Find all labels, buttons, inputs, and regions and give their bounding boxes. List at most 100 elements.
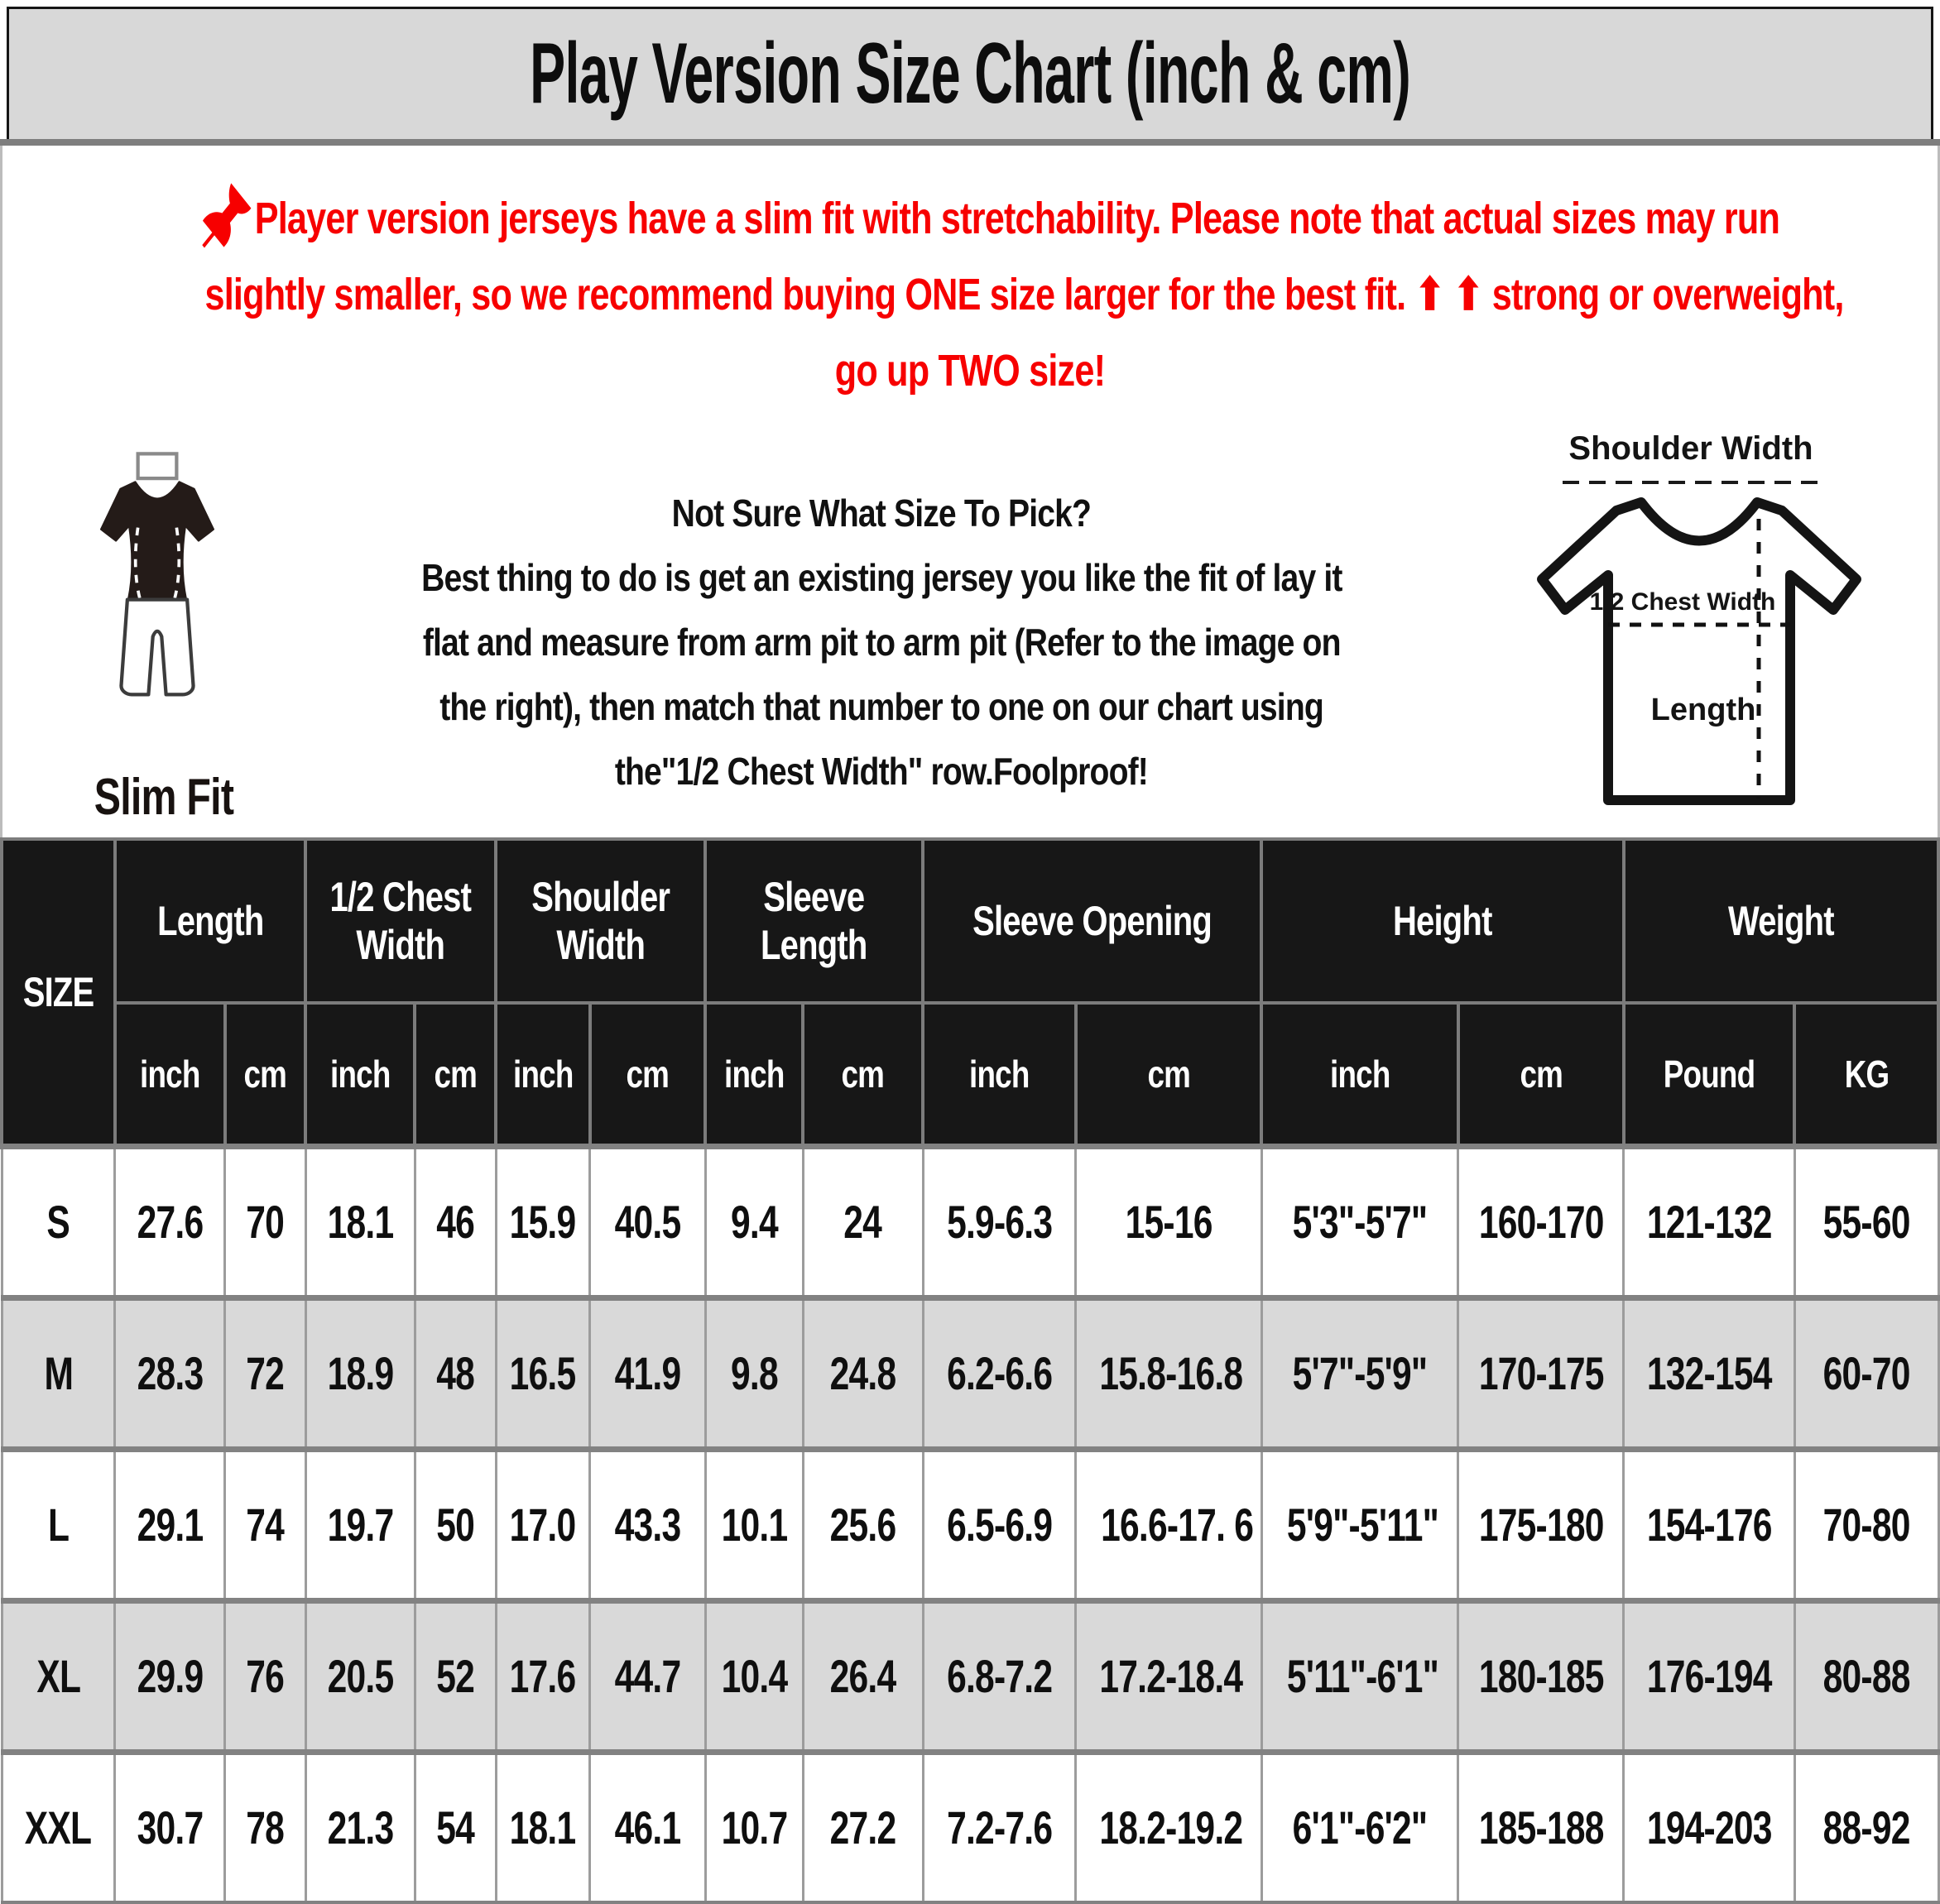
unit-header: cm — [1456, 1001, 1625, 1148]
group-header-sleeve-opening: Sleeve Opening — [921, 837, 1264, 1005]
value-cell: 27.6 — [113, 1143, 227, 1301]
value-cell: 5'7"-5'9" — [1260, 1294, 1460, 1452]
right-page-edge — [1938, 146, 1940, 837]
value-cell: 60-70 — [1793, 1294, 1940, 1452]
unit-header: cm — [413, 1001, 497, 1148]
value-cell: 175-180 — [1457, 1446, 1625, 1604]
group-header-length: Length — [113, 837, 308, 1005]
value-cell: 19.7 — [304, 1446, 416, 1604]
value-cell: 25.6 — [801, 1446, 924, 1604]
value-cell: 24.8 — [801, 1294, 924, 1452]
value-cell: 24 — [801, 1143, 924, 1301]
table-row: L 29.1 74 19.7 50 17.0 43.3 10.1 25.6 6.5-6.9 16.6… — [0, 1446, 1940, 1604]
value-cell: 16.6-17. 6 — [1074, 1446, 1263, 1604]
value-cell: 46 — [413, 1143, 497, 1301]
value-cell: 40.5 — [588, 1143, 707, 1301]
page-title: Play Version Size Chart (inch & cm) — [529, 26, 1411, 122]
unit-header: KG — [1793, 1001, 1940, 1148]
guide-line: flat and measure from arm pit to arm pit… — [422, 621, 1342, 664]
slim-fit-figure-icon — [99, 452, 215, 697]
value-cell: 76 — [223, 1597, 307, 1755]
value-cell: 29.9 — [113, 1597, 227, 1755]
notice-line-2: slightly smaller, so we recommend buying… — [0, 257, 1940, 333]
shoulder-width-label: Shoulder Width — [1568, 430, 1813, 467]
value-cell: 180-185 — [1457, 1597, 1625, 1755]
value-cell: 88-92 — [1793, 1748, 1940, 1904]
value-cell: 41.9 — [588, 1294, 707, 1452]
value-cell: 43.3 — [588, 1446, 707, 1604]
guide-heading: Not Sure What Size To Pick? — [671, 492, 1092, 535]
value-cell: 70-80 — [1793, 1446, 1940, 1604]
slim-fit-block: Slim Fit — [74, 448, 240, 827]
group-header-sleeve-length: Sleeve Length — [703, 837, 925, 1005]
value-cell: 17.2-18.4 — [1074, 1597, 1263, 1755]
value-cell: 28.3 — [113, 1294, 227, 1452]
unit-header: cm — [588, 1001, 708, 1148]
table-row: XL 29.9 76 20.5 52 17.6 44.7 10.4 26.4 6.8-7.2 17.… — [0, 1597, 1940, 1755]
value-cell: 170-175 — [1457, 1294, 1625, 1452]
notice-line-1: Player version jerseys have a slim fit w… — [0, 180, 1940, 257]
value-cell: 29.1 — [113, 1446, 227, 1604]
length-label: Length — [1651, 693, 1756, 727]
size-cell: S — [0, 1143, 117, 1301]
value-cell: 15.8-16.8 — [1074, 1294, 1263, 1452]
unit-header: inch — [921, 1001, 1078, 1148]
value-cell: 18.2-19.2 — [1074, 1748, 1263, 1904]
table-row: M 28.3 72 18.9 48 16.5 41.9 9.8 24.8 6.2-6.6 15.8-… — [0, 1294, 1940, 1452]
half-chest-label: 1/2 Chest Width — [1590, 588, 1776, 616]
notice-text-1: Player version jerseys have a slim fit w… — [254, 194, 1780, 243]
value-cell: 55-60 — [1793, 1143, 1940, 1301]
value-cell: 9.4 — [703, 1143, 804, 1301]
value-cell: 10.4 — [703, 1597, 804, 1755]
value-cell: 9.8 — [703, 1294, 804, 1452]
tshirt-outline — [1537, 497, 1861, 805]
value-cell: 132-154 — [1622, 1294, 1796, 1452]
value-cell: 46.1 — [588, 1748, 707, 1904]
size-table-section: SIZE Length 1/2 Chest Width Shoulder Wid… — [0, 837, 1940, 1904]
value-cell: 18.9 — [304, 1294, 416, 1452]
value-cell: 52 — [413, 1597, 497, 1755]
value-cell: 6.8-7.2 — [921, 1597, 1078, 1755]
unit-header: inch — [703, 1001, 805, 1148]
unit-header: cm — [801, 1001, 925, 1148]
value-cell: 72 — [223, 1294, 307, 1452]
value-cell: 74 — [223, 1446, 307, 1604]
value-cell: 176-194 — [1622, 1597, 1796, 1755]
value-cell: 16.5 — [494, 1294, 592, 1452]
title-bar: Play Version Size Chart (inch & cm) — [7, 7, 1933, 139]
value-cell: 154-176 — [1622, 1446, 1796, 1604]
value-cell: 78 — [223, 1748, 307, 1904]
value-cell: 20.5 — [304, 1597, 416, 1755]
left-page-edge — [0, 146, 2, 837]
value-cell: 48 — [413, 1294, 497, 1452]
group-header-weight: Weight — [1621, 837, 1940, 1005]
group-header-shoulder-width: Shoulder Width — [493, 837, 708, 1005]
value-cell: 30.7 — [113, 1748, 227, 1904]
unit-header: cm — [1073, 1001, 1264, 1148]
unit-header: cm — [223, 1001, 308, 1148]
size-table-body: S 27.6 70 18.1 46 15.9 40.5 9.4 24 5.9-6.3 15-16 5'… — [0, 1143, 1940, 1904]
value-cell: 6.5-6.9 — [921, 1446, 1078, 1604]
value-cell: 6.2-6.6 — [921, 1294, 1078, 1452]
value-cell: 54 — [413, 1748, 497, 1904]
value-cell: 5.9-6.3 — [921, 1143, 1078, 1301]
size-cell: L — [0, 1446, 117, 1604]
value-cell: 26.4 — [801, 1597, 924, 1755]
notice-text-2: slightly smaller, so we recommend buying… — [204, 270, 1845, 319]
size-column-header: SIZE — [0, 837, 117, 1148]
value-cell: 15.9 — [494, 1143, 592, 1301]
notice-text-3: go up TWO size! — [834, 346, 1106, 396]
size-table: SIZE Length 1/2 Chest Width Shoulder Wid… — [0, 837, 1940, 1904]
group-header-height: Height — [1260, 837, 1625, 1005]
unit-header: inch — [494, 1001, 592, 1148]
unit-header: inch — [1260, 1001, 1460, 1148]
fit-notice: Player version jerseys have a slim fit w… — [0, 180, 1940, 409]
value-cell: 17.6 — [494, 1597, 592, 1755]
value-cell: 5'9"-5'11" — [1260, 1446, 1460, 1604]
tshirt-measure-diagram: Shoulder Width 1/2 Chest Width Length — [1517, 426, 1890, 832]
table-row: XXL 30.7 78 21.3 54 18.1 46.1 10.7 27.2 7.2-7.6 18… — [0, 1748, 1940, 1904]
value-cell: 194-203 — [1622, 1748, 1796, 1904]
value-cell: 10.1 — [703, 1446, 804, 1604]
value-cell: 18.1 — [304, 1143, 416, 1301]
value-cell: 80-88 — [1793, 1597, 1940, 1755]
